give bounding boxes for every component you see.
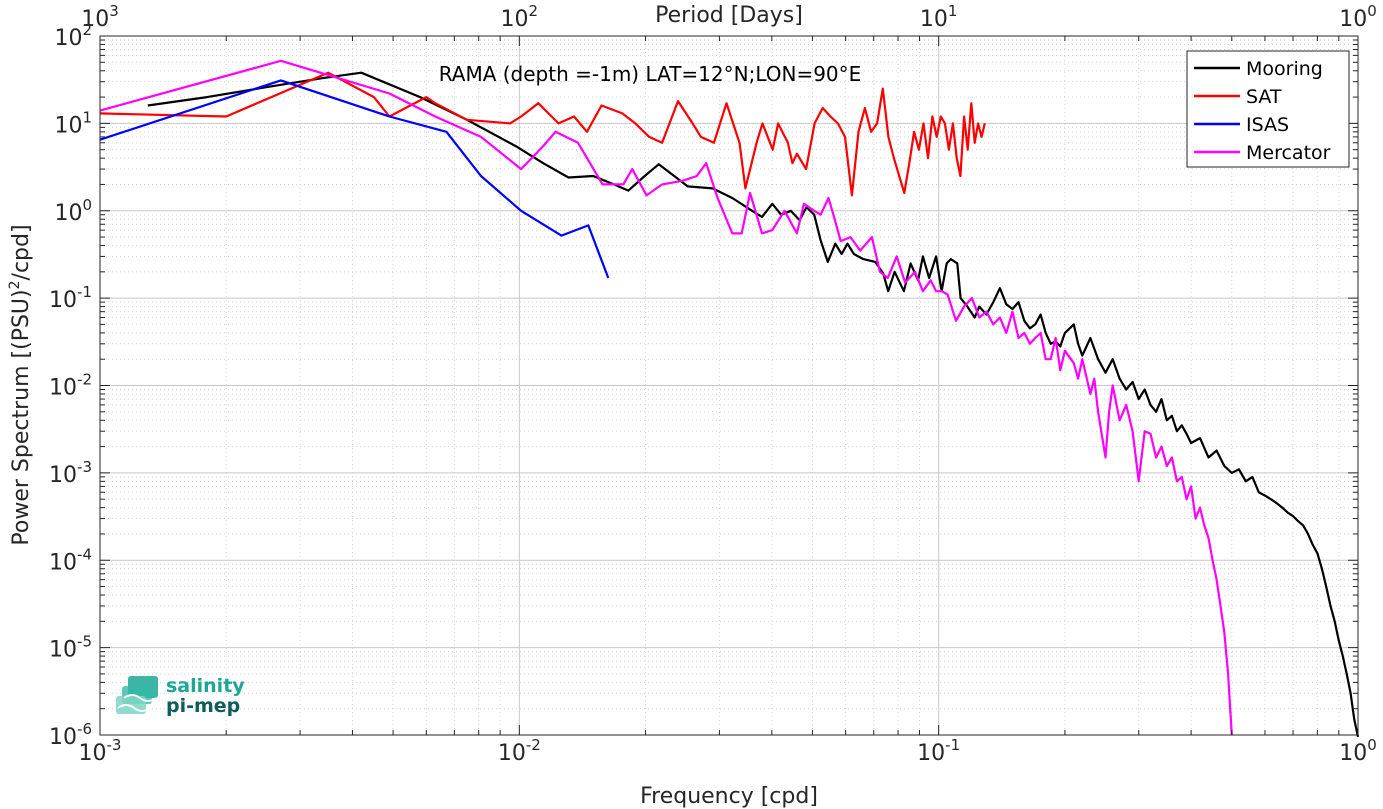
salinity-pi-mep-logo: salinity pi-mep	[116, 675, 245, 717]
y-axis-label-superscript: 2	[7, 280, 23, 289]
y-tick-label: 10-1	[49, 283, 92, 313]
series-line-isas	[99, 79, 610, 279]
legend-label-isas: ISAS	[1246, 114, 1289, 136]
series-line-sat	[99, 71, 986, 197]
x-tick-label: 10-1	[917, 736, 960, 766]
top-tick-label: 100	[1339, 2, 1377, 32]
top-tick-label: 103	[81, 2, 119, 32]
y-tick-label: 10-2	[49, 371, 92, 401]
y-tick-label: 10-5	[49, 633, 92, 663]
logo-text-pi-mep: pi-mep	[166, 695, 240, 717]
top-tick-label: 101	[920, 2, 958, 32]
y-tick-label: 101	[54, 108, 92, 138]
y-axis-label: Power Spectrum [(PSU)2/cpd]	[7, 224, 34, 545]
x-axis-label: Frequency [cpd]	[640, 784, 818, 809]
y-tick-label: 10-3	[49, 458, 92, 488]
y-tick-label: 10-4	[49, 545, 92, 575]
x-tick-label: 100	[1339, 736, 1377, 766]
legend-label-sat: SAT	[1246, 86, 1282, 108]
series-line-mercator	[99, 59, 1233, 736]
y-tick-label: 102	[54, 21, 92, 51]
tick-marks	[99, 35, 1359, 736]
top-axis-label: Period [Days]	[655, 3, 803, 28]
bottom-tick-labels: 10-3 10-2 10-1 100	[79, 736, 1377, 766]
series-layer	[99, 59, 1360, 738]
logo-mark-icon	[116, 676, 158, 714]
y-axis-label-tail: /cpd]	[9, 224, 34, 280]
chart-title: RAMA (depth =-1m) LAT=12°N;LON=90°E	[439, 62, 862, 86]
left-tick-labels: 102 101 100 10-1 10-2 10-3 10-4 10-5 10-6	[49, 21, 92, 750]
top-tick-labels: 103 102 101 100	[81, 2, 1377, 32]
y-tick-label: 100	[54, 196, 92, 226]
y-tick-label: 10-6	[49, 720, 92, 750]
top-tick-label: 102	[501, 2, 539, 32]
logo-text-salinity: salinity	[166, 675, 245, 697]
legend: Mooring SAT ISAS Mercator	[1186, 50, 1350, 168]
legend-label-mooring: Mooring	[1246, 58, 1323, 80]
x-tick-label: 10-2	[498, 736, 541, 766]
legend-label-mercator: Mercator	[1246, 142, 1331, 164]
x-tick-label: 10-3	[79, 736, 122, 766]
legend-box	[1186, 50, 1350, 168]
y-axis-label-main: Power Spectrum [(PSU)	[9, 289, 34, 545]
